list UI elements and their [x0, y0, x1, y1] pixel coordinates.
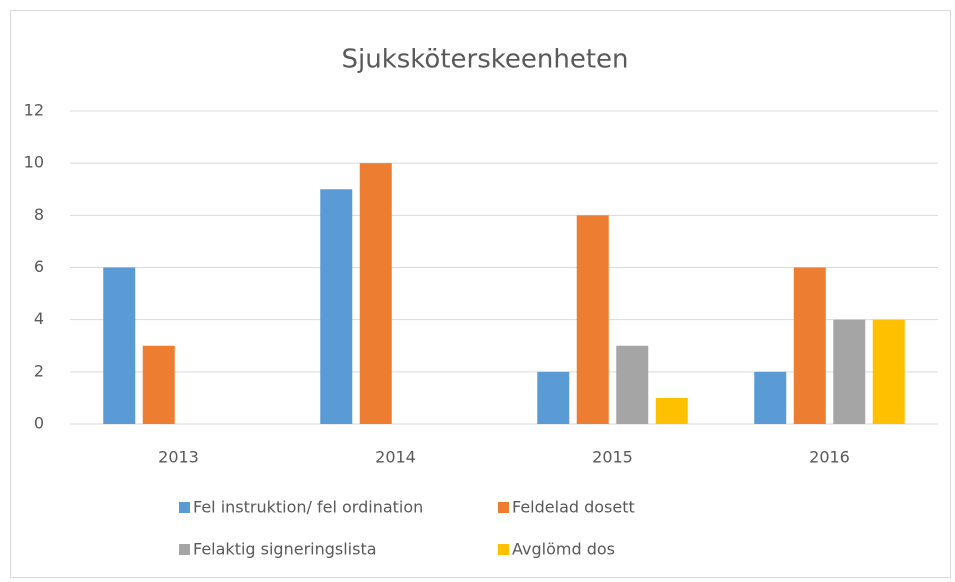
bar: [833, 319, 866, 424]
legend-label: Fel instruktion/ fel ordination: [193, 498, 423, 517]
bar: [359, 163, 392, 424]
bar: [320, 189, 353, 424]
legend-swatch: [179, 502, 190, 513]
y-tick-label: 10: [24, 153, 44, 172]
legend-label: Avglömd dos: [512, 540, 615, 559]
y-tick-label: 12: [24, 101, 44, 120]
legend-swatch: [179, 544, 190, 555]
y-tick-label: 6: [34, 257, 44, 276]
x-tick-label: 2015: [592, 448, 633, 467]
x-tick-label: 2016: [809, 448, 850, 467]
legend-label: Feldelad dosett: [512, 498, 635, 517]
bar: [655, 397, 688, 424]
legend-swatch: [498, 544, 509, 555]
y-tick-label: 8: [34, 205, 44, 224]
chart-title: Sjuksköterskeenheten: [341, 45, 628, 75]
bar: [872, 319, 905, 424]
legend-label: Felaktig signeringslista: [193, 540, 377, 559]
y-tick-label: 2: [34, 361, 44, 380]
bar: [142, 345, 175, 424]
y-tick-label: 0: [34, 414, 44, 433]
bar: [576, 215, 609, 424]
bar: [616, 345, 649, 424]
y-tick-label: 4: [34, 309, 44, 328]
x-tick-label: 2013: [158, 448, 199, 467]
legend-swatch: [498, 502, 509, 513]
x-tick-label: 2014: [375, 448, 416, 467]
bar: [793, 267, 826, 424]
bar: [537, 371, 570, 424]
bar: [103, 267, 136, 424]
bar: [754, 371, 787, 424]
